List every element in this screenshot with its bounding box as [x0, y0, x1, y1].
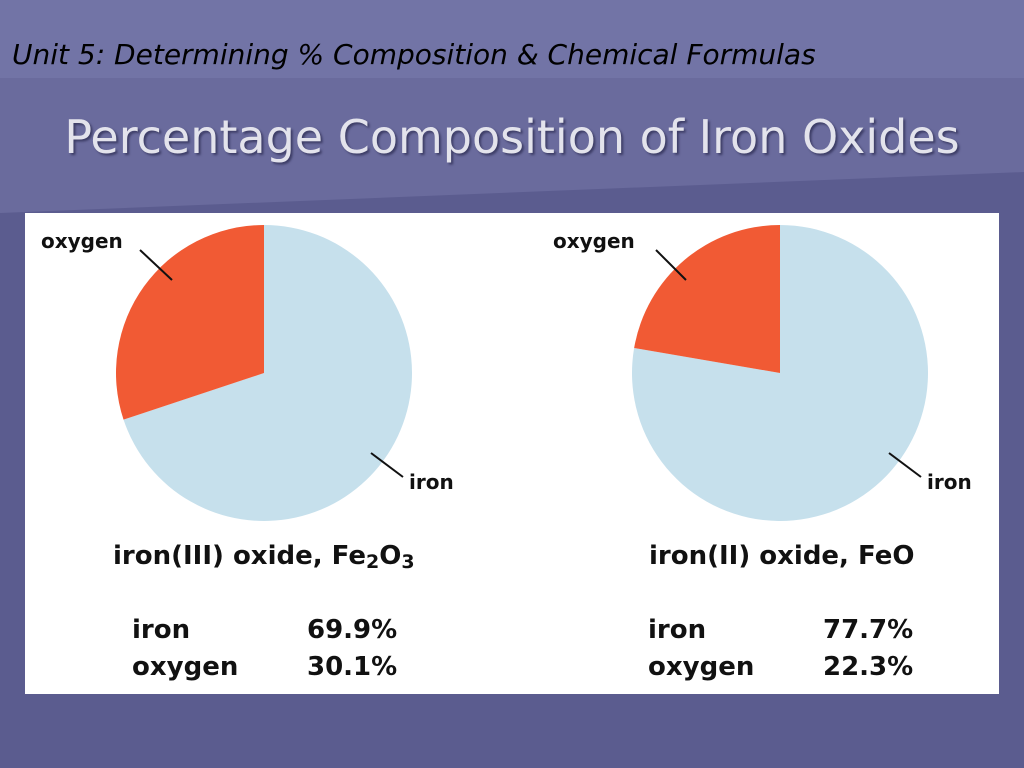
chart-caption-iron-ii-oxide: iron(II) oxide, FeO	[649, 539, 914, 573]
leader-line-oxygen	[655, 249, 687, 281]
slice-label-iron: iron	[927, 470, 972, 494]
composition-value: 77.7%	[823, 615, 914, 645]
composition-element: oxygen	[648, 652, 755, 682]
leader-line-oxygen	[139, 249, 173, 281]
composition-value: 69.9%	[307, 615, 398, 645]
composition-value: 22.3%	[823, 652, 914, 682]
header-lower-shade	[0, 78, 1024, 213]
slice-label-oxygen: oxygen	[553, 229, 635, 253]
header-upper-shade	[0, 0, 1024, 78]
slice-label-oxygen: oxygen	[41, 229, 123, 253]
slice-label-iron: iron	[409, 470, 454, 494]
leader-line-iron	[370, 452, 404, 478]
composition-element: oxygen	[132, 652, 239, 682]
unit-title: Unit 5: Determining % Composition & Chem…	[12, 38, 816, 71]
page-title: Percentage Composition of Iron Oxides	[64, 110, 960, 164]
pie-charts: oxygen iron oxygen iron	[41, 225, 972, 521]
caption-prefix: iron(II) oxide, FeO	[649, 541, 915, 571]
pie-slice-iron	[123, 225, 413, 521]
composition-element: iron	[648, 615, 707, 645]
pie-slice-oxygen	[115, 225, 264, 420]
header-band	[0, 0, 1024, 213]
caption-subscript-2: 2	[366, 551, 380, 573]
pie-chart-iron-ii-oxide: oxygen iron	[553, 225, 972, 521]
composition-value: 30.1%	[307, 652, 398, 682]
pie-slice-oxygen	[634, 225, 780, 373]
leader-line-iron	[888, 452, 922, 478]
pie-chart-iron-iii-oxide: oxygen iron	[41, 225, 454, 521]
caption-prefix: iron(III) oxide, Fe	[113, 541, 367, 571]
caption-subscript-3: 3	[401, 551, 415, 573]
chart-caption-iron-iii-oxide: iron(III) oxide, Fe2O3	[113, 539, 415, 573]
composition-element: iron	[132, 615, 191, 645]
figure-panel: oxygen iron oxygen iron iron(III) oxide, F…	[25, 213, 999, 694]
caption-mid: O	[379, 541, 402, 571]
